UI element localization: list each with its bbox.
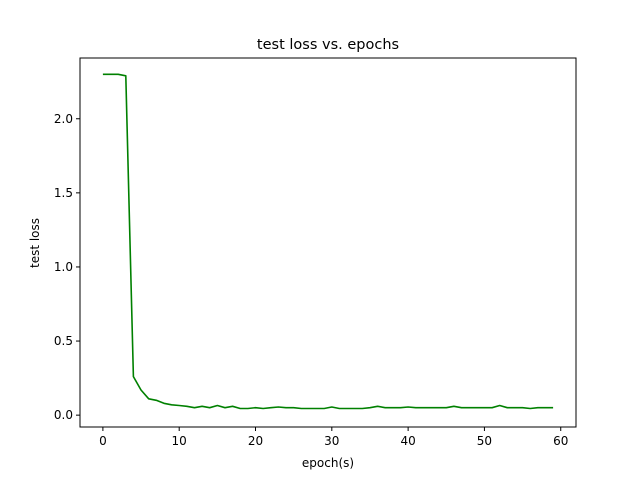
y-tick-label: 0.0 [54,408,73,422]
x-axis-ticks: 0 10 20 30 40 50 60 [99,427,568,448]
series-layer [102,73,554,410]
x-tick-label: 50 [477,434,492,448]
x-tick-label: 30 [324,434,339,448]
x-axis-label: epoch(s) [302,456,354,470]
x-tick-label: 60 [553,434,568,448]
y-tick-label: 0.5 [54,334,73,348]
y-tick-label: 1.0 [54,260,73,274]
x-tick-label: 10 [172,434,187,448]
x-tick-label: 20 [248,434,263,448]
y-axis-label: test loss [28,218,42,268]
x-tick-label: 0 [99,434,107,448]
plot-frame [79,57,577,428]
y-tick-label: 1.5 [54,186,73,200]
y-tick-label: 2.0 [54,112,73,126]
x-tick-label: 40 [400,434,415,448]
y-axis-ticks: 0.0 0.5 1.0 1.5 2.0 [54,112,80,422]
series-line [102,73,554,410]
chart-title: test loss vs. epochs [257,37,399,53]
